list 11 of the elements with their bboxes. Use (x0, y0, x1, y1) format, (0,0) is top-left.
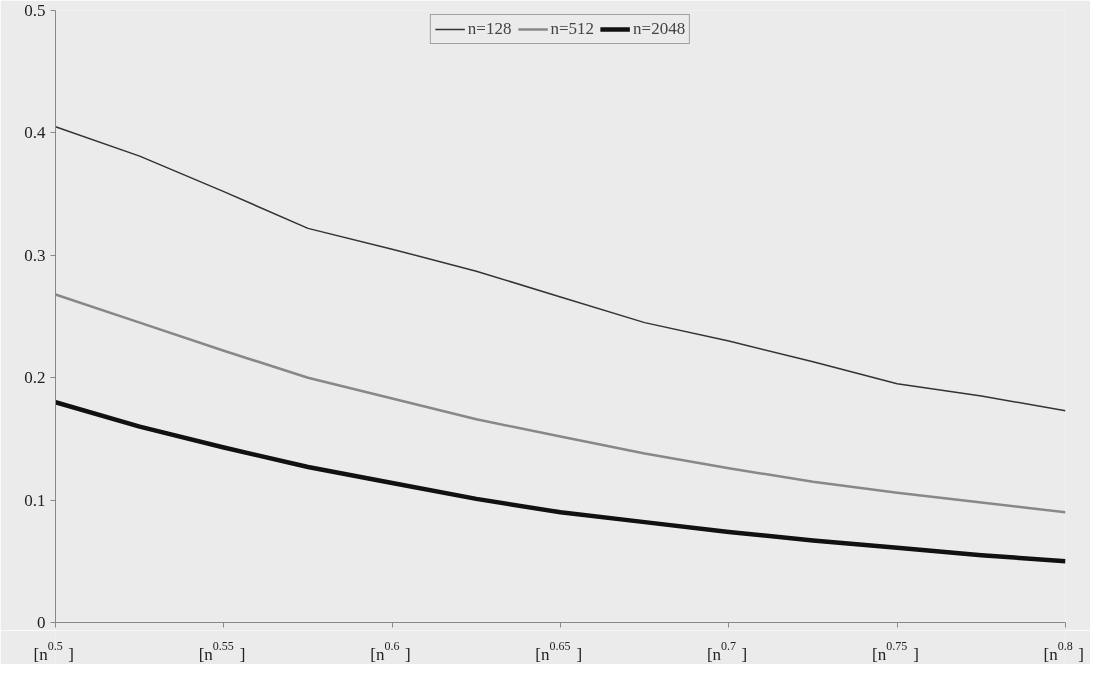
legend-label: n=2048 (633, 19, 686, 39)
line-series (55, 126, 1066, 412)
y-tick-label: 0.1 (24, 490, 46, 510)
y-tick-label: 0.4 (24, 123, 46, 143)
y-tick-label: 0.2 (24, 368, 46, 388)
y-tick-label: 0.5 (24, 1, 46, 20)
line-series (55, 399, 1066, 564)
y-tick-label: 0 (37, 613, 46, 632)
y-tick-label: 0.3 (24, 245, 46, 265)
legend-label: n=512 (550, 19, 595, 39)
legend-label: n=128 (467, 19, 512, 39)
